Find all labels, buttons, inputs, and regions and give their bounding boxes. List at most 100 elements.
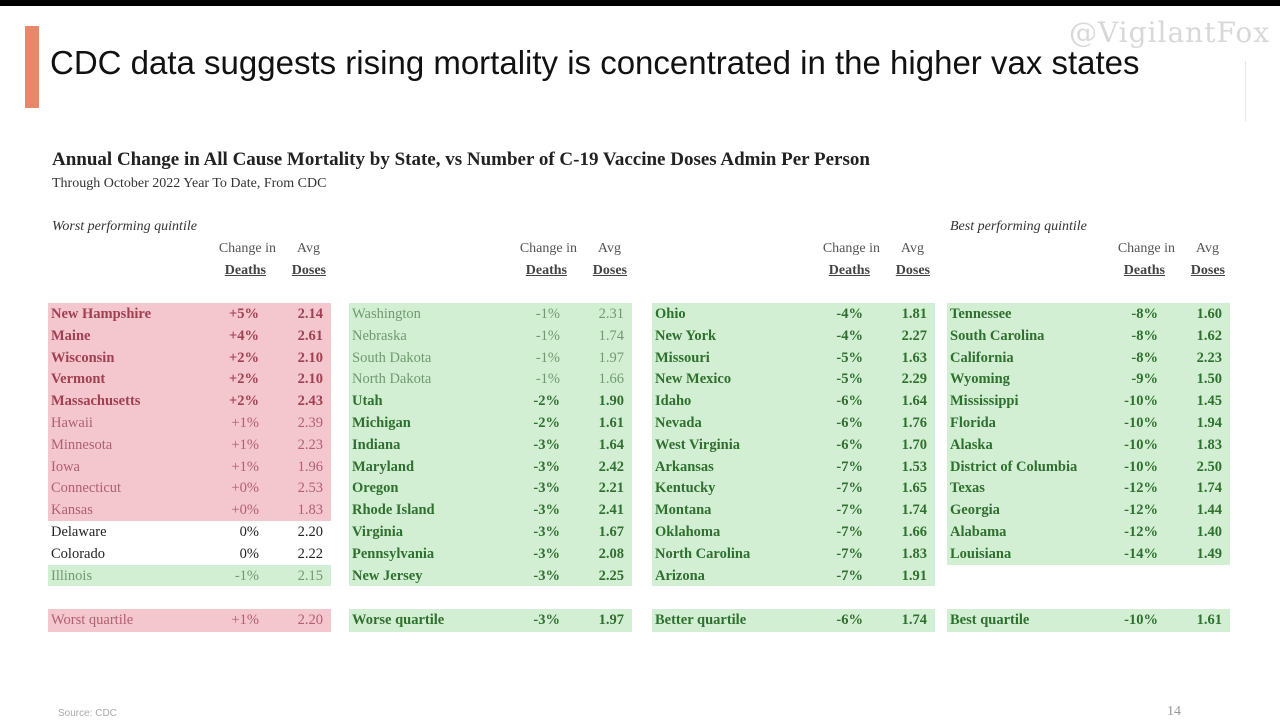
state-name: Arkansas	[655, 458, 714, 475]
table-row: New Hampshire +5% 2.14	[48, 303, 331, 325]
avg-doses: 1.81	[901, 306, 927, 322]
table-row: Virginia -3% 1.67	[349, 520, 632, 543]
table-row: North Dakota -1% 1.66	[349, 368, 632, 391]
quartile-label: Worse quartile	[352, 612, 445, 628]
avg-doses: 2.10	[297, 349, 323, 366]
deaths-change: -6%	[836, 393, 863, 410]
deaths-change: -7%	[836, 545, 863, 562]
table-row: Massachusetts +2% 2.43	[48, 390, 331, 412]
deaths-change: +5%	[228, 306, 259, 322]
deaths-change: -7%	[836, 458, 863, 475]
state-name: District of Columbia	[950, 458, 1078, 475]
state-name: Nebraska	[352, 327, 407, 344]
state-name: Washington	[352, 306, 421, 322]
deaths-change: +4%	[228, 327, 259, 344]
state-name: New York	[655, 327, 717, 344]
avg-doses: 1.49	[1196, 545, 1222, 562]
table-subtitle: Through October 2022 Year To Date, From …	[52, 176, 327, 191]
header-change-in: Change in	[1117, 241, 1175, 256]
deaths-change: -1%	[535, 306, 560, 322]
table-row: Arizona -7% 1.91	[652, 564, 935, 587]
avg-doses: 2.41	[598, 502, 624, 519]
state-name: West Virginia	[655, 436, 740, 453]
state-name: Tennessee	[950, 306, 1012, 322]
quartile-change: -10%	[1124, 612, 1158, 628]
table-row: Minnesota +1% 2.23	[48, 433, 331, 456]
summary-row: Worse quartile -3% 1.97	[349, 609, 632, 632]
deaths-change: -10%	[1124, 414, 1158, 431]
deaths-change: -7%	[836, 480, 863, 497]
state-name: Oklahoma	[655, 523, 721, 540]
state-name: Pennsylvania	[352, 545, 435, 562]
state-name: Florida	[950, 414, 996, 431]
state-name: South Carolina	[950, 327, 1045, 344]
avg-doses: 2.42	[598, 458, 624, 475]
header-deaths: Deaths	[525, 263, 567, 278]
quartile-doses: 1.97	[598, 612, 624, 628]
avg-doses: 2.10	[297, 371, 323, 388]
deaths-change: -10%	[1124, 436, 1158, 453]
avg-doses: 2.31	[598, 306, 624, 322]
state-name: Wisconsin	[51, 349, 115, 366]
avg-doses: 2.22	[297, 545, 323, 562]
table-row: Kansas +0% 1.83	[48, 499, 331, 521]
avg-doses: 2.08	[598, 545, 624, 562]
avg-doses: 2.61	[297, 327, 323, 344]
deaths-change: -1%	[535, 327, 560, 344]
deaths-change: -3%	[533, 567, 560, 584]
state-name: Hawaii	[51, 414, 93, 431]
table-row: Oklahoma -7% 1.66	[652, 520, 935, 543]
table-row: Colorado 0% 2.22	[48, 542, 331, 565]
avg-doses: 1.64	[901, 393, 927, 410]
table-row: California -8% 2.23	[947, 346, 1230, 369]
deaths-change: -7%	[836, 502, 863, 519]
state-name: Vermont	[51, 371, 106, 388]
state-name: Connecticut	[51, 480, 122, 497]
deaths-change: 0%	[239, 545, 259, 562]
quartile-label: Better quartile	[655, 612, 747, 628]
worst-quintile-label: Worst performing quintile	[52, 219, 197, 234]
state-name: Colorado	[51, 545, 105, 562]
table-row: Georgia -12% 1.44	[947, 499, 1230, 521]
header-avg: Avg	[1195, 241, 1219, 256]
title-accent-bar	[25, 26, 39, 108]
state-name: Kansas	[51, 502, 93, 519]
deaths-change: -8%	[1131, 349, 1158, 366]
deaths-change: -5%	[836, 371, 863, 388]
state-name: South Dakota	[352, 349, 432, 366]
state-name: Montana	[655, 502, 712, 519]
deaths-change: -14%	[1124, 545, 1158, 562]
header-avg: Avg	[597, 241, 621, 256]
header-avg: Avg	[296, 241, 320, 256]
table-row: Hawaii +1% 2.39	[48, 411, 331, 434]
avg-doses: 1.65	[901, 480, 927, 497]
quartile-summary: Worst quartile +1% 2.20	[48, 609, 331, 632]
state-name: New Mexico	[655, 371, 732, 388]
table-row: Wisconsin +2% 2.10	[48, 346, 331, 369]
quartile-change: +1%	[231, 612, 259, 628]
avg-doses: 1.90	[598, 393, 624, 410]
state-name: Indiana	[352, 436, 401, 453]
avg-doses: 1.60	[1196, 306, 1222, 322]
deaths-change: -3%	[533, 458, 560, 475]
header-doses: Doses	[895, 263, 930, 278]
state-name: Rhode Island	[352, 502, 435, 519]
deaths-change: -1%	[535, 349, 560, 366]
table-row: Rhode Island -3% 2.41	[349, 499, 632, 521]
deaths-change: -6%	[836, 436, 863, 453]
header-doses: Doses	[1190, 263, 1225, 278]
avg-doses: 1.96	[297, 458, 323, 475]
deaths-change: -8%	[1131, 306, 1158, 322]
avg-doses: 1.97	[598, 349, 624, 366]
state-name: Wyoming	[950, 371, 1010, 388]
deaths-change: 0%	[239, 523, 259, 540]
table-row: Maine +4% 2.61	[48, 324, 331, 347]
table-column: Ohio -4% 1.81 New York -4% 2.27 Missouri -5% 1.6…	[652, 303, 935, 587]
deaths-change: -6%	[836, 414, 863, 431]
header-avg: Avg	[900, 241, 924, 256]
state-name: Louisiana	[950, 545, 1012, 562]
deaths-change: -12%	[1124, 523, 1158, 540]
deaths-change: +2%	[228, 371, 259, 388]
slide: CDC data suggests rising mortality is co…	[0, 6, 1280, 720]
state-name: Kentucky	[655, 480, 716, 497]
